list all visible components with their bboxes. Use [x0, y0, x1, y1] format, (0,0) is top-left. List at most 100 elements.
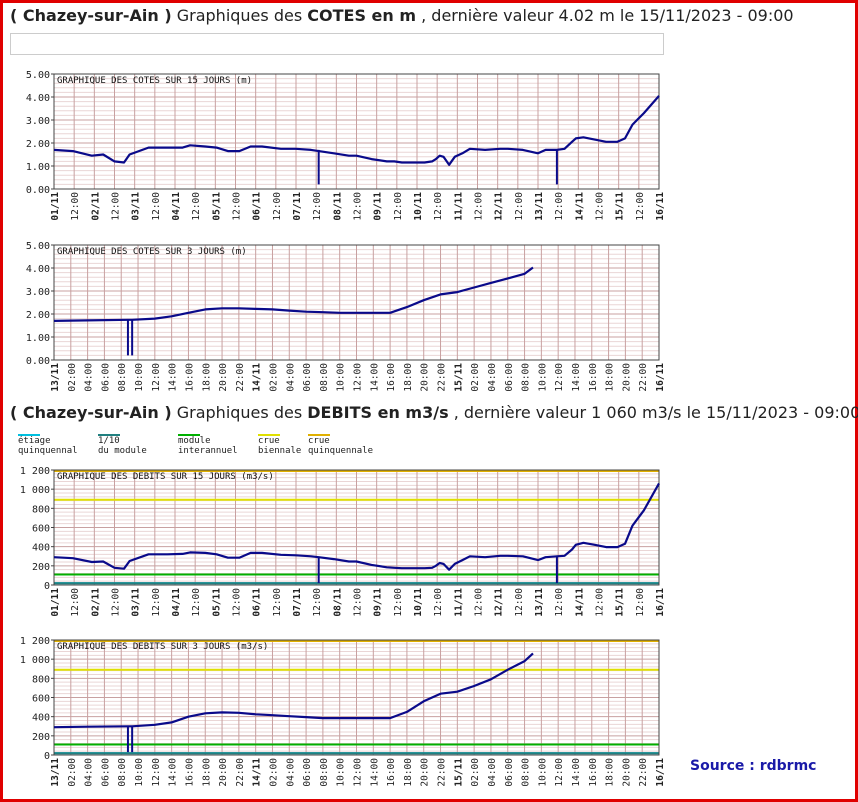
x-tick-label: 12:00 — [595, 588, 606, 617]
x-tick-label: 20:00 — [218, 758, 229, 787]
x-tick-label: 12:00 — [191, 588, 202, 617]
x-tick-label: 22:00 — [235, 363, 246, 392]
y-tick-label: 4.00 — [26, 93, 50, 104]
legend-item-crue-biennale: crue biennale — [258, 430, 301, 456]
x-tick-label: 12:00 — [272, 192, 283, 221]
x-tick-label: 20:00 — [420, 363, 431, 392]
x-tick-label: 14/11 — [574, 192, 585, 221]
x-tick-label: 16:00 — [386, 363, 397, 392]
x-tick-label: 03/11 — [131, 192, 142, 221]
x-tick-label: 06:00 — [100, 363, 111, 392]
x-tick-label: 08/11 — [332, 588, 343, 617]
x-tick-label: 02:00 — [470, 363, 481, 392]
x-tick-label: 06/11 — [252, 588, 263, 617]
x-tick-label: 12:00 — [474, 192, 485, 221]
y-tick-label: 1.00 — [26, 162, 50, 173]
empty-box — [10, 33, 664, 55]
y-tick-label: 0 — [44, 751, 50, 762]
y-tick-label: 0.00 — [26, 185, 50, 196]
x-tick-label: 20:00 — [621, 363, 632, 392]
x-tick-label: 16/11 — [655, 588, 666, 617]
heading-cotes: ( Chazey-sur-Ain ) Graphiques des COTES … — [10, 6, 794, 25]
x-tick-label: 10:00 — [336, 758, 347, 787]
x-tick-label: 12:00 — [151, 363, 162, 392]
x-tick-label: 08:00 — [521, 363, 532, 392]
x-tick-label: 06:00 — [302, 363, 313, 392]
x-tick-label: 14:00 — [369, 758, 380, 787]
x-tick-label: 16:00 — [184, 363, 195, 392]
legend-item-etiage: étiage quinquennal — [18, 430, 78, 456]
chart-title: GRAPHIQUE DES DEBITS SUR 15 JOURS (m3/s) — [57, 472, 274, 482]
series-line — [53, 266, 534, 322]
x-tick-label: 05/11 — [211, 192, 222, 221]
x-tick-label: 22:00 — [235, 758, 246, 787]
x-tick-label: 12:00 — [272, 588, 283, 617]
x-tick-label: 12:00 — [595, 192, 606, 221]
y-tick-label: 2.00 — [26, 139, 50, 150]
chart-title: GRAPHIQUE DES DEBITS SUR 3 JOURS (m3/s) — [57, 642, 268, 652]
x-tick-label: 12:00 — [554, 192, 565, 221]
x-tick-label: 08:00 — [117, 758, 128, 787]
x-tick-label: 12:00 — [635, 588, 646, 617]
heading-cotes-prefix: Graphiques des — [176, 6, 303, 25]
x-tick-label: 08:00 — [319, 363, 330, 392]
x-tick-label: 22:00 — [437, 363, 448, 392]
chart-title: GRAPHIQUE DES COTES SUR 15 JOURS (m) — [57, 76, 252, 86]
legend-label: crue biennale — [258, 436, 302, 456]
x-tick-label: 12:00 — [353, 588, 364, 617]
x-tick-label: 10:00 — [134, 363, 145, 392]
legend-swatch — [308, 434, 330, 436]
x-tick-label: 06:00 — [100, 758, 111, 787]
plot-frame — [53, 73, 660, 190]
legend-swatch — [98, 434, 120, 436]
x-tick-label: 20:00 — [420, 758, 431, 787]
legend-label: crue quinquennale — [308, 436, 374, 456]
x-tick-label: 12/11 — [494, 588, 505, 617]
x-tick-label: 16:00 — [588, 363, 599, 392]
legend-item-crue-quinquennale: crue quinquennale — [308, 430, 373, 456]
chart-title: GRAPHIQUE DES COTES SUR 3 JOURS (m) — [57, 247, 247, 257]
x-tick-label: 16:00 — [386, 758, 397, 787]
x-tick-label: 01/11 — [50, 588, 61, 617]
x-tick-label: 10/11 — [413, 588, 424, 617]
x-tick-label: 12:00 — [393, 588, 404, 617]
series-line — [53, 95, 660, 166]
x-tick-label: 10:00 — [134, 758, 145, 787]
x-tick-label: 02:00 — [470, 758, 481, 787]
x-tick-label: 02:00 — [268, 363, 279, 392]
y-tick-label: 5.00 — [26, 241, 50, 252]
y-tick-label: 1 000 — [20, 485, 50, 496]
x-tick-label: 07/11 — [292, 192, 303, 221]
x-tick-label: 06:00 — [504, 363, 515, 392]
x-tick-label: 12:00 — [514, 192, 525, 221]
x-tick-label: 05/11 — [211, 588, 222, 617]
x-tick-label: 12:00 — [554, 588, 565, 617]
x-tick-label: 06:00 — [302, 758, 313, 787]
y-tick-label: 0 — [44, 581, 50, 592]
x-tick-label: 14:00 — [168, 363, 179, 392]
y-tick-label: 400 — [32, 543, 50, 554]
x-tick-label: 04:00 — [285, 363, 296, 392]
x-tick-label: 04:00 — [84, 758, 95, 787]
x-tick-label: 08:00 — [319, 758, 330, 787]
legend-item-dixieme-module: 1/10 du module — [98, 430, 147, 456]
x-tick-label: 10:00 — [537, 758, 548, 787]
x-tick-label: 20:00 — [218, 363, 229, 392]
x-tick-label: 15/11 — [615, 588, 626, 617]
heading-debits: ( Chazey-sur-Ain ) Graphiques des DEBITS… — [10, 403, 858, 422]
x-tick-label: 12:00 — [70, 192, 81, 221]
heading-debits-measure: DEBITS en m3/s — [307, 403, 449, 422]
x-tick-label: 18:00 — [403, 758, 414, 787]
x-tick-label: 02:00 — [268, 758, 279, 787]
x-tick-label: 04:00 — [84, 363, 95, 392]
x-tick-label: 12:00 — [433, 588, 444, 617]
x-tick-label: 12:00 — [514, 588, 525, 617]
x-tick-label: 18:00 — [201, 363, 212, 392]
x-tick-label: 12:00 — [353, 758, 364, 787]
x-tick-label: 22:00 — [437, 758, 448, 787]
y-tick-label: 600 — [32, 524, 50, 535]
x-tick-label: 10/11 — [413, 192, 424, 221]
legend-item-module: module interannuel — [178, 430, 238, 456]
x-tick-label: 04:00 — [487, 363, 498, 392]
